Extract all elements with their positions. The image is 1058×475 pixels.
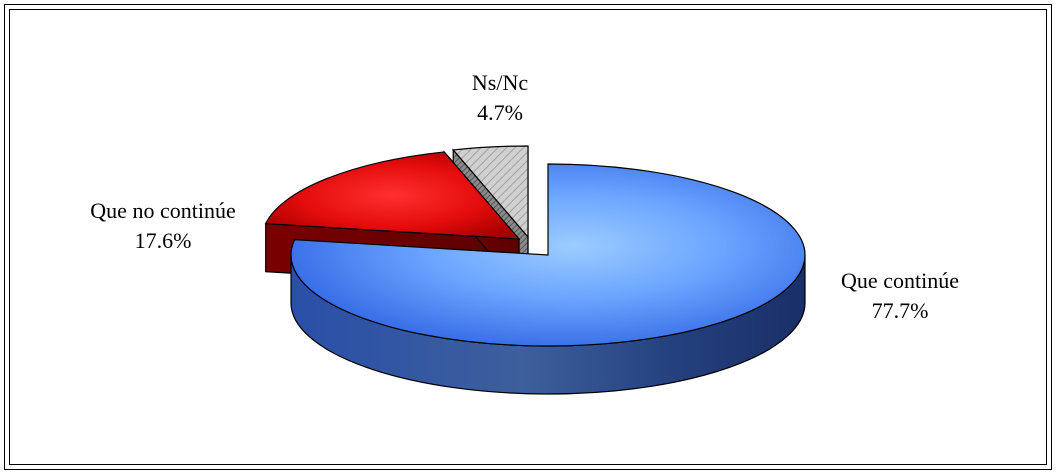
pie-slices bbox=[264, 145, 806, 395]
slice-label-que-continue: Que continúe 77.7% bbox=[815, 266, 985, 326]
slice-name: Que continúe bbox=[841, 268, 959, 293]
slice-value: 4.7% bbox=[477, 100, 523, 125]
slice-que-continue bbox=[290, 163, 806, 347]
slice-value: 17.6% bbox=[134, 228, 192, 253]
slice-name: Ns/Nc bbox=[471, 70, 529, 95]
slice-name: Que no continúe bbox=[90, 198, 236, 223]
slice-ns-nc bbox=[452, 145, 529, 239]
slice-que-no-continue bbox=[264, 151, 521, 240]
slice-label-que-no-continue: Que no continúe 17.6% bbox=[58, 196, 268, 256]
chart-outer-border bbox=[4, 4, 1052, 470]
slice-value: 77.7% bbox=[871, 298, 929, 323]
slice-label-ns-nc: Ns/Nc 4.7% bbox=[440, 68, 560, 128]
chart-inner-border bbox=[9, 9, 1047, 465]
